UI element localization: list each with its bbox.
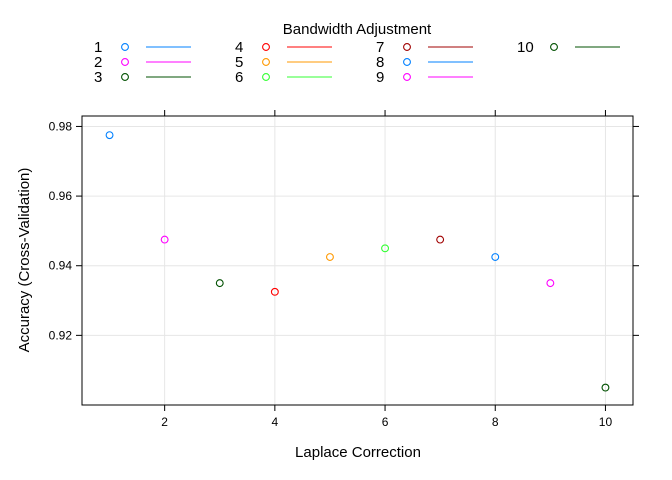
legend-point-6 xyxy=(262,73,270,81)
legend-label-5: 5 xyxy=(235,54,243,71)
x-axis-label: Laplace Correction xyxy=(295,444,421,461)
x-tick-label: 8 xyxy=(492,415,499,429)
data-point-series-8 xyxy=(491,253,500,261)
x-tick-label: 10 xyxy=(599,415,613,429)
legend-point-1 xyxy=(121,43,129,51)
data-point-series-4 xyxy=(270,287,279,296)
legend-point-4 xyxy=(262,43,270,51)
x-tick-label: 2 xyxy=(161,415,168,429)
legend-label-7: 7 xyxy=(376,39,384,56)
legend-title: Bandwidth Adjustment xyxy=(283,21,432,38)
legend-point-2 xyxy=(121,58,129,66)
legend-label-10: 10 xyxy=(517,39,534,56)
plot-frame xyxy=(81,115,634,406)
y-tick-label: 0.98 xyxy=(49,119,73,133)
legend-label-1: 1 xyxy=(94,39,102,56)
x-tick-label: 6 xyxy=(382,415,389,429)
legend-label-3: 3 xyxy=(94,69,102,86)
data-point-series-1 xyxy=(105,131,114,140)
legend-label-8: 8 xyxy=(376,54,384,71)
y-axis-label: Accuracy (Cross-Validation) xyxy=(16,168,33,353)
legend-point-7 xyxy=(403,43,411,51)
plot-area: 2 4 6 8 10 0.92 0.94 0.96 0.98 xyxy=(49,110,639,429)
legend-label-2: 2 xyxy=(94,54,102,71)
x-tick-label: 4 xyxy=(272,415,279,429)
y-tick-label: 0.96 xyxy=(49,189,73,203)
legend-label-4: 4 xyxy=(235,39,243,56)
legend-point-10 xyxy=(550,43,558,51)
legend: Bandwidth Adjustment 123 456 789 10 xyxy=(94,21,620,86)
legend-label-9: 9 xyxy=(376,69,384,86)
legend-point-5 xyxy=(262,58,270,66)
legend-point-9 xyxy=(403,73,411,81)
data-point-series-9 xyxy=(546,279,555,288)
data-point-series-7 xyxy=(436,235,445,244)
data-point-series-5 xyxy=(326,253,334,261)
legend-label-6: 6 xyxy=(235,69,243,86)
legend-point-3 xyxy=(121,73,129,81)
y-tick-label: 0.94 xyxy=(49,259,73,273)
data-point-series-6 xyxy=(381,244,389,253)
data-point-series-2 xyxy=(160,235,169,244)
legend-point-8 xyxy=(403,58,411,66)
data-point-series-3 xyxy=(215,279,224,288)
y-tick-label: 0.92 xyxy=(49,328,73,342)
data-point-series-10 xyxy=(601,383,610,392)
